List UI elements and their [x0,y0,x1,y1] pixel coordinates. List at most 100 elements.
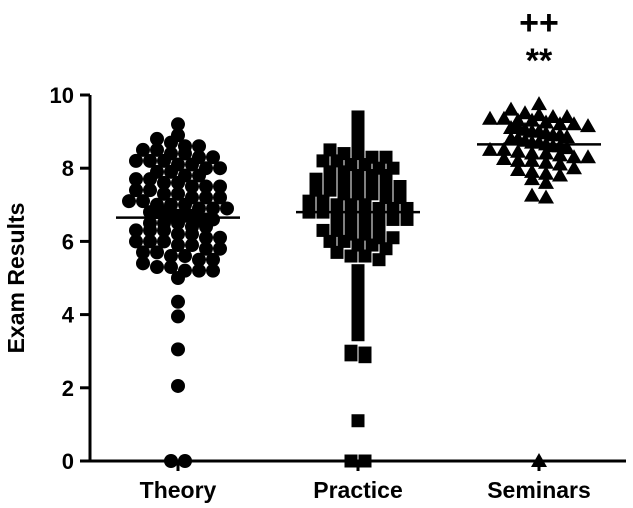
data-point-square [337,147,351,161]
data-point-circle [143,183,157,198]
mean-lines [116,143,601,219]
data-point-square [351,110,365,124]
data-point-triangle [566,116,582,131]
data-point-triangle [517,105,533,120]
data-point-square [386,161,400,175]
data-point-triangle [524,171,540,186]
data-point-circle [213,161,227,176]
data-point-circle [143,153,157,168]
data-point-square [351,128,365,142]
data-point-square [358,220,372,234]
data-point-circle [178,168,192,183]
data-point-square [351,298,365,312]
data-point-circle [192,252,206,267]
data-point-circle [178,139,192,154]
data-point-triangle [559,108,575,123]
data-point-circle [199,161,213,176]
y-tick-label: 0 [62,449,74,474]
data-point-square [344,198,358,212]
data-point-square [386,231,400,245]
data-point-circle [199,179,213,194]
data-point-square [330,245,344,259]
data-point-circle [164,197,178,212]
data-point-circle [150,197,164,212]
data-point-triangle [496,110,512,125]
data-point-square [393,180,407,193]
data-point-circle [171,378,185,393]
data-point-circle [129,172,143,187]
data-point-circle [129,153,143,168]
data-point-triangle [566,149,582,164]
data-point-triangle [531,107,547,122]
data-point-circle [185,190,199,205]
x-tick-label: Practice [313,477,403,503]
data-point-square [379,190,393,204]
data-point-circle [129,234,143,249]
data-point-square [358,198,372,212]
data-point-circle [199,241,213,256]
data-point-circle [206,252,220,267]
data-point-circle [136,256,150,271]
data-point-square [351,169,365,183]
data-point-circle [206,263,220,278]
data-point-square [379,150,393,164]
data-point-square [379,242,393,256]
data-point-circle [171,342,185,357]
data-point-triangle [496,141,512,156]
data-point-circle [136,142,150,157]
data-point-triangle [545,108,561,123]
data-point-circle [185,238,199,253]
data-point-circle [129,183,143,198]
data-point-circle [171,117,185,132]
data-point-triangle [524,152,540,167]
data-point-square [351,238,365,252]
data-point-square [351,187,365,201]
data-point-square [386,212,400,226]
data-point-triangle [538,174,554,189]
data-point-square [358,346,372,360]
data-point-circle [199,230,213,245]
data-point-circle [171,294,185,309]
data-point-circle [171,157,185,172]
data-point-triangle [580,118,596,133]
data-point-circle [164,260,178,275]
y-tick-label: 8 [62,156,74,181]
data-point-circle [122,194,136,209]
data-point-circle [150,142,164,157]
data-point-triangle [538,165,554,180]
data-point-circle [143,216,157,231]
data-point-triangle [552,147,568,162]
data-point-circle [171,309,185,324]
data-point-circle [129,223,143,238]
data-point-square [330,216,344,230]
data-point-square [372,231,386,245]
data-point-circle [150,260,164,275]
data-point-square [344,249,358,263]
data-point-triangle [538,154,554,169]
data-point-circle [150,131,164,146]
data-point-square [344,227,358,241]
data-point-square [309,183,323,197]
data-point-triangle [482,141,498,156]
data-point-circle [136,194,150,209]
data-point-triangle [552,156,568,171]
data-point-square [337,187,351,201]
data-point-square [365,180,379,193]
y-axis-label: Exam Results [3,203,29,354]
data-point-square [351,414,365,428]
data-point-circle [192,201,206,216]
y-tick-label: 2 [62,376,74,401]
data-point-triangle [510,162,526,177]
data-point-square [316,194,330,208]
y-ticks: 0 2 4 6 8 10 [50,83,90,474]
data-point-triangle [510,143,526,158]
data-point-triangle [552,116,568,131]
data-point-triangle [496,151,512,166]
data-point-circle [213,241,227,256]
data-point-square [393,190,407,204]
data-point-circle [164,249,178,264]
data-point-triangle [559,129,575,144]
data-point-circle [171,227,185,242]
data-point-circle [206,150,220,165]
